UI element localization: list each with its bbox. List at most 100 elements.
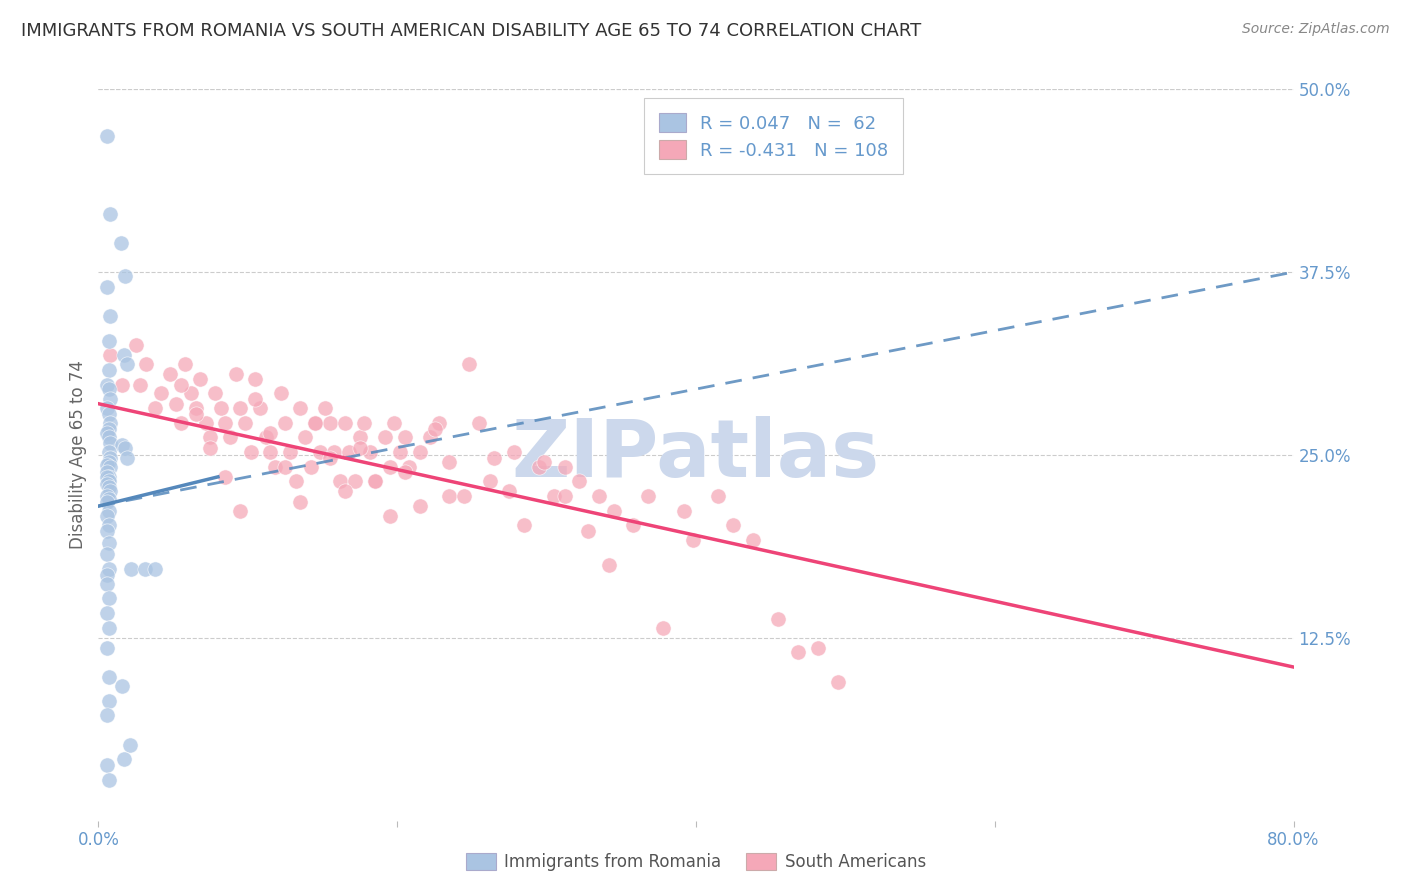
Point — [200, 441, 222, 455]
Point — [527, 459, 550, 474]
Legend: Immigrants from Romania, South Americans: Immigrants from Romania, South Americans — [460, 847, 932, 878]
Point — [112, 348, 135, 362]
Point — [723, 518, 745, 533]
Point — [259, 425, 281, 440]
Point — [359, 445, 381, 459]
Point — [184, 407, 207, 421]
Point — [378, 459, 401, 474]
Point — [278, 445, 301, 459]
Point — [96, 489, 118, 503]
Text: ZIPatlas: ZIPatlas — [512, 416, 880, 494]
Point — [96, 425, 118, 440]
Point — [229, 503, 252, 517]
Point — [225, 368, 247, 382]
Point — [299, 459, 322, 474]
Point — [143, 562, 166, 576]
Point — [96, 128, 118, 143]
Point — [427, 416, 450, 430]
Point — [603, 503, 626, 517]
Point — [96, 279, 118, 293]
Point — [294, 430, 316, 444]
Point — [304, 416, 326, 430]
Point — [97, 591, 120, 606]
Point — [96, 401, 118, 416]
Point — [419, 430, 441, 444]
Point — [229, 401, 252, 416]
Point — [389, 445, 412, 459]
Point — [97, 445, 120, 459]
Point — [97, 621, 120, 635]
Point — [254, 430, 277, 444]
Point — [135, 357, 157, 371]
Text: IMMIGRANTS FROM ROMANIA VS SOUTH AMERICAN DISABILITY AGE 65 TO 74 CORRELATION CH: IMMIGRANTS FROM ROMANIA VS SOUTH AMERICA… — [21, 22, 921, 40]
Point — [112, 752, 135, 766]
Point — [378, 509, 401, 524]
Point — [214, 470, 236, 484]
Point — [458, 357, 481, 371]
Point — [115, 357, 138, 371]
Point — [263, 459, 285, 474]
Point — [111, 679, 134, 693]
Point — [339, 445, 360, 459]
Point — [439, 489, 461, 503]
Point — [97, 518, 120, 533]
Point — [111, 438, 134, 452]
Point — [349, 430, 371, 444]
Point — [588, 489, 610, 503]
Point — [97, 430, 120, 444]
Point — [249, 401, 271, 416]
Point — [110, 235, 132, 250]
Point — [134, 562, 156, 576]
Point — [598, 558, 620, 572]
Point — [97, 503, 120, 517]
Point — [484, 450, 506, 465]
Point — [239, 445, 262, 459]
Point — [184, 401, 207, 416]
Point — [209, 401, 232, 416]
Point — [200, 430, 222, 444]
Point — [329, 475, 352, 489]
Point — [169, 416, 191, 430]
Point — [394, 430, 416, 444]
Point — [120, 562, 142, 576]
Point — [114, 441, 136, 455]
Point — [114, 269, 136, 284]
Point — [97, 694, 120, 708]
Point — [333, 484, 356, 499]
Point — [174, 357, 197, 371]
Point — [96, 470, 118, 484]
Point — [97, 455, 120, 469]
Point — [96, 567, 118, 582]
Point — [96, 576, 118, 591]
Point — [97, 470, 120, 484]
Point — [304, 416, 326, 430]
Point — [315, 401, 337, 416]
Point — [118, 738, 141, 752]
Point — [478, 475, 501, 489]
Point — [344, 475, 367, 489]
Point — [96, 708, 118, 723]
Point — [274, 459, 297, 474]
Point — [100, 416, 122, 430]
Point — [115, 450, 138, 465]
Point — [195, 416, 218, 430]
Y-axis label: Disability Age 65 to 74: Disability Age 65 to 74 — [69, 360, 87, 549]
Point — [96, 524, 118, 538]
Point — [513, 518, 536, 533]
Point — [323, 445, 346, 459]
Point — [637, 489, 659, 503]
Point — [408, 445, 430, 459]
Point — [100, 459, 122, 474]
Point — [97, 382, 120, 396]
Point — [96, 466, 118, 480]
Point — [408, 499, 430, 513]
Point — [578, 524, 600, 538]
Point — [97, 363, 120, 377]
Point — [270, 386, 292, 401]
Point — [180, 386, 202, 401]
Point — [382, 416, 405, 430]
Point — [807, 640, 830, 655]
Point — [214, 416, 236, 430]
Point — [502, 445, 524, 459]
Point — [245, 372, 267, 386]
